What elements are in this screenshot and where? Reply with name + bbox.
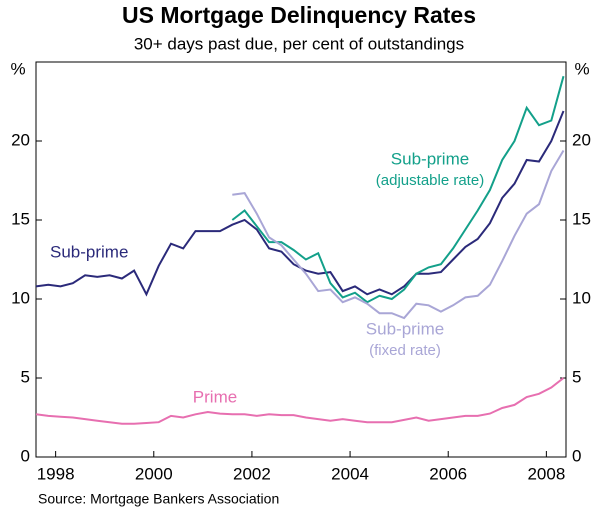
series-line [35, 377, 565, 425]
series-label: Sub-prime [366, 319, 444, 338]
series-note: (fixed rate) [369, 342, 441, 359]
x-tick-label: 1998 [37, 464, 75, 483]
x-tick-label: 2006 [429, 464, 467, 483]
y-tick-label: 0 [21, 446, 30, 465]
x-tick-label: 2000 [135, 464, 173, 483]
chart-title: US Mortgage Delinquency Rates [122, 2, 476, 28]
series-note: (adjustable rate) [376, 172, 484, 189]
y2-tick-label: 15 [572, 209, 591, 228]
y-tick-label: 5 [21, 367, 30, 386]
plot-frame [35, 61, 567, 458]
series-label: Sub-prime [391, 149, 469, 168]
y-unit-right: % [574, 59, 589, 78]
source: Source: Mortgage Bankers Association [38, 491, 279, 507]
series-line [231, 75, 565, 304]
y2-tick-label: 5 [572, 367, 581, 386]
series-label: Prime [193, 387, 237, 406]
y-unit-left: % [10, 59, 25, 78]
x-tick-label: 2004 [331, 464, 369, 483]
y-tick-label: 20 [11, 130, 30, 149]
y2-tick-label: 20 [572, 130, 591, 149]
chart-subtitle: 30+ days past due, per cent of outstandi… [134, 34, 464, 53]
y-tick-label: 15 [11, 209, 30, 228]
x-tick-label: 2002 [233, 464, 271, 483]
y2-tick-label: 10 [572, 288, 591, 307]
series-line [232, 149, 565, 320]
x-tick-label: 2008 [527, 464, 565, 483]
y-tick-label: 10 [11, 288, 30, 307]
y2-tick-label: 0 [572, 446, 581, 465]
series-label: Sub-prime [50, 242, 128, 261]
